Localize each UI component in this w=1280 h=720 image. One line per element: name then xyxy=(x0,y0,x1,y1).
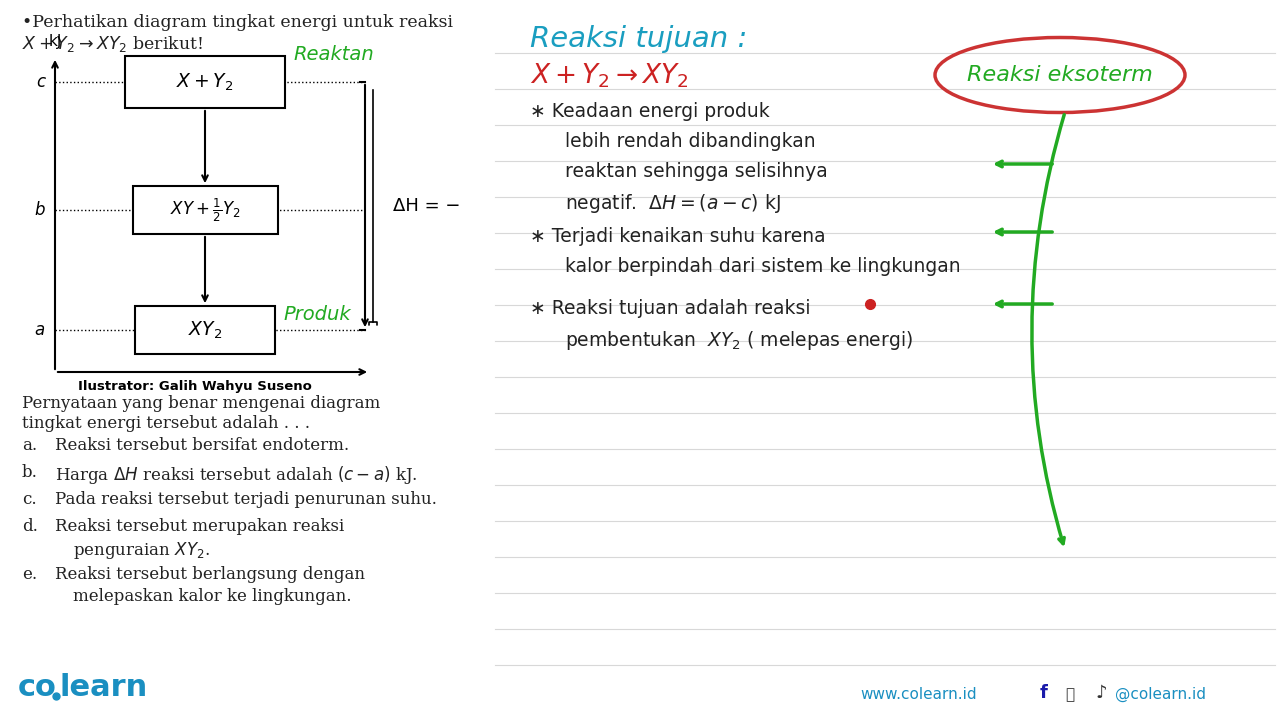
Text: ∗ Terjadi kenaikan suhu karena: ∗ Terjadi kenaikan suhu karena xyxy=(530,227,826,246)
Text: @colearn.id: @colearn.id xyxy=(1115,687,1206,702)
FancyBboxPatch shape xyxy=(490,0,1280,720)
Text: kalor berpindah dari sistem ke lingkungan: kalor berpindah dari sistem ke lingkunga… xyxy=(564,257,960,276)
Text: ♪: ♪ xyxy=(1094,684,1106,702)
FancyBboxPatch shape xyxy=(133,186,278,234)
Text: tingkat energi tersebut adalah . . .: tingkat energi tersebut adalah . . . xyxy=(22,415,310,432)
Text: pembentukan  $XY_2$ ( melepas energi): pembentukan $XY_2$ ( melepas energi) xyxy=(564,329,913,352)
Text: a: a xyxy=(35,321,45,339)
Text: www.colearn.id: www.colearn.id xyxy=(860,687,977,702)
Text: Ilustrator: Galih Wahyu Suseno: Ilustrator: Galih Wahyu Suseno xyxy=(78,380,312,393)
Text: d.: d. xyxy=(22,518,38,535)
Text: ∗ Reaksi tujuan adalah reaksi: ∗ Reaksi tujuan adalah reaksi xyxy=(530,299,810,318)
Text: Reaksi tersebut bersifat endoterm.: Reaksi tersebut bersifat endoterm. xyxy=(55,437,349,454)
FancyBboxPatch shape xyxy=(134,306,275,354)
FancyBboxPatch shape xyxy=(0,0,490,720)
Text: b: b xyxy=(35,201,45,219)
Text: lebih rendah dibandingkan: lebih rendah dibandingkan xyxy=(564,132,815,151)
Text: Reaktan: Reaktan xyxy=(293,45,374,63)
Text: Reaksi tersebut berlangsung dengan: Reaksi tersebut berlangsung dengan xyxy=(55,566,365,583)
Text: Pada reaksi tersebut terjadi penurunan suhu.: Pada reaksi tersebut terjadi penurunan s… xyxy=(55,491,436,508)
Text: Reaksi tersebut merupakan reaksi: Reaksi tersebut merupakan reaksi xyxy=(55,518,344,535)
Text: penguraian $XY_2$.: penguraian $XY_2$. xyxy=(73,540,210,561)
Text: $X + Y_2$: $X + Y_2$ xyxy=(177,71,234,93)
Text: $XY_2$: $XY_2$ xyxy=(188,320,223,341)
Text: f: f xyxy=(1039,684,1048,702)
Text: c: c xyxy=(36,73,45,91)
Text: Pernyataan yang benar mengenai diagram: Pernyataan yang benar mengenai diagram xyxy=(22,395,380,412)
Text: Reaksi eksoterm: Reaksi eksoterm xyxy=(968,65,1153,85)
Text: co: co xyxy=(18,673,56,702)
Text: reaktan sehingga selisihnya: reaktan sehingga selisihnya xyxy=(564,162,828,181)
Text: learn: learn xyxy=(60,673,148,702)
Text: Harga $\Delta H$ reaksi tersebut adalah $(c - a)$ kJ.: Harga $\Delta H$ reaksi tersebut adalah … xyxy=(55,464,417,486)
Text: e.: e. xyxy=(22,566,37,583)
Text: $XY + \frac{1}{2}Y_2$: $XY + \frac{1}{2}Y_2$ xyxy=(170,197,241,224)
Text: Produk: Produk xyxy=(283,305,351,325)
Text: $X + Y_2 \rightarrow XY_2$: $X + Y_2 \rightarrow XY_2$ xyxy=(530,61,689,89)
Text: c.: c. xyxy=(22,491,37,508)
Text: kJ: kJ xyxy=(49,34,61,49)
Text: ΔH = −: ΔH = − xyxy=(393,197,461,215)
Text: 📷: 📷 xyxy=(1065,687,1074,702)
Text: ∗ Keadaan energi produk: ∗ Keadaan energi produk xyxy=(530,102,769,121)
Text: Reaksi tujuan :: Reaksi tujuan : xyxy=(530,25,748,53)
Text: •Perhatikan diagram tingkat energi untuk reaksi: •Perhatikan diagram tingkat energi untuk… xyxy=(22,14,453,31)
Text: b.: b. xyxy=(22,464,38,481)
FancyBboxPatch shape xyxy=(125,56,285,108)
Text: $X + Y_2 \rightarrow XY_2$ berikut!: $X + Y_2 \rightarrow XY_2$ berikut! xyxy=(22,34,204,54)
Text: melepaskan kalor ke lingkungan.: melepaskan kalor ke lingkungan. xyxy=(73,588,352,605)
Text: negatif.  $\Delta H = (a - c)$ kJ: negatif. $\Delta H = (a - c)$ kJ xyxy=(564,192,781,215)
Text: a.: a. xyxy=(22,437,37,454)
